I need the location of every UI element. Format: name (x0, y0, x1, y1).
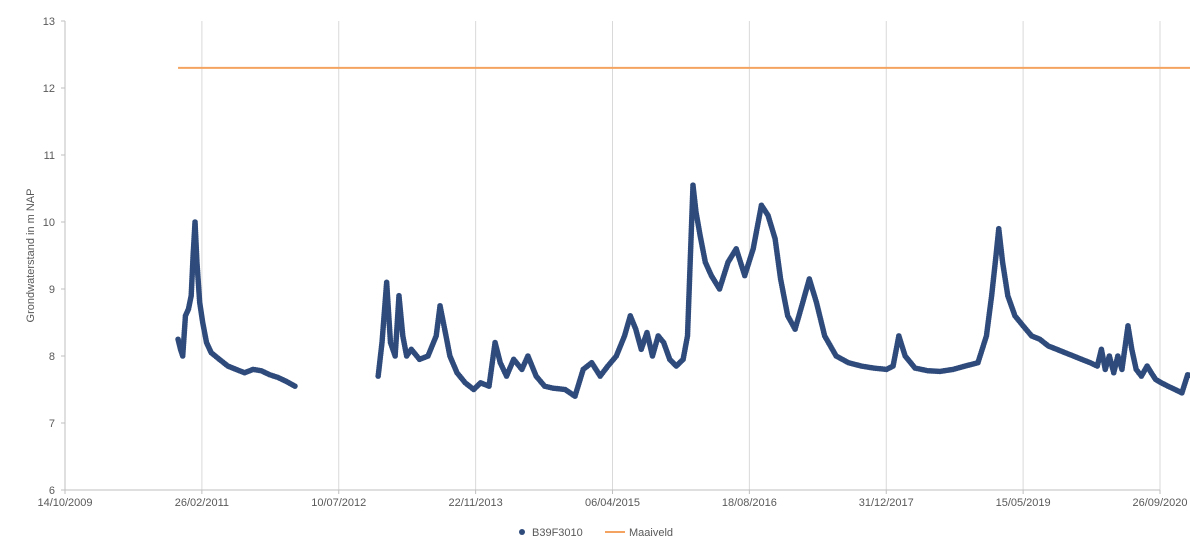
x-tick-label: 26/09/2020 (1132, 497, 1187, 509)
series-b39f3010 (175, 182, 1190, 400)
x-tick-label: 31/12/2017 (859, 497, 914, 509)
x-tick-label: 14/10/2009 (37, 497, 92, 509)
y-tick-label: 7 (49, 418, 55, 430)
y-tick-label: 9 (49, 284, 55, 296)
x-tick-label: 26/02/2011 (175, 497, 229, 509)
data-point (292, 383, 298, 389)
legend-label: B39F3010 (532, 527, 583, 539)
y-tick-label: 6 (49, 485, 55, 497)
x-tick-label: 22/11/2013 (449, 497, 503, 509)
y-tick-label: 11 (44, 150, 55, 162)
legend-swatch-dot (519, 529, 525, 535)
x-tick-label: 15/05/2019 (996, 497, 1051, 509)
legend-label: Maaiveld (629, 527, 673, 539)
x-tick-label: 06/04/2015 (585, 497, 640, 509)
y-tick-label: 12 (43, 83, 55, 95)
x-tick-label: 18/08/2016 (722, 497, 777, 509)
x-tick-label: 10/07/2012 (311, 497, 366, 509)
y-axis-label: Grondwaterstand in m NAP (25, 189, 37, 323)
y-tick-label: 13 (43, 16, 55, 28)
y-tick-label: 8 (49, 351, 55, 363)
y-tick-label: 10 (43, 217, 55, 229)
